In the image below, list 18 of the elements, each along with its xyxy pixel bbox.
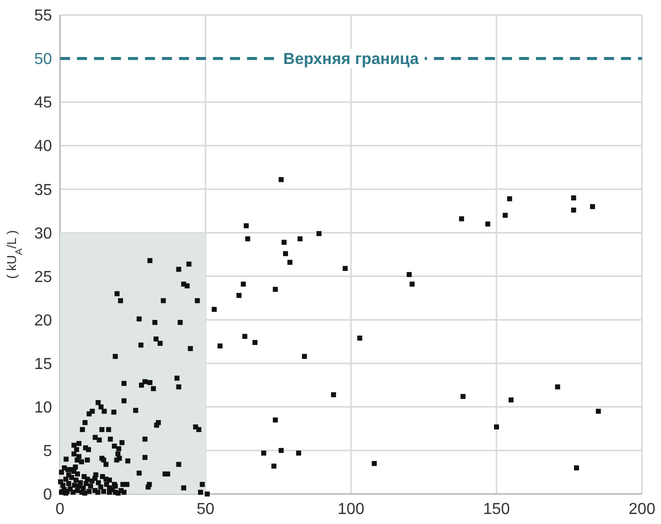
x-tick-label: 200 [628,501,656,518]
x-tick-label: 0 [56,501,65,518]
y-tick-label: 40 [34,138,52,156]
y-tick-label: 50 [34,51,52,68]
x-tick-label: 100 [338,501,364,518]
y-tick-label: 10 [34,400,52,417]
ref-line-label: Верхняя граница [283,51,419,68]
y-tick-label: 30 [34,225,52,242]
y-tick-label: 55 [34,8,52,25]
y-tick-label: 20 [34,312,52,330]
y-tick-label: 15 [34,356,52,373]
y-tick-label: 5 [43,443,52,460]
y-tick-label: 25 [34,268,52,286]
y-tick-label: 45 [34,94,52,112]
x-tick-label: 50 [196,501,214,518]
y-tick-label: 35 [34,182,52,199]
y-tick-label: 0 [43,486,52,504]
x-tick-label: 150 [483,501,510,518]
